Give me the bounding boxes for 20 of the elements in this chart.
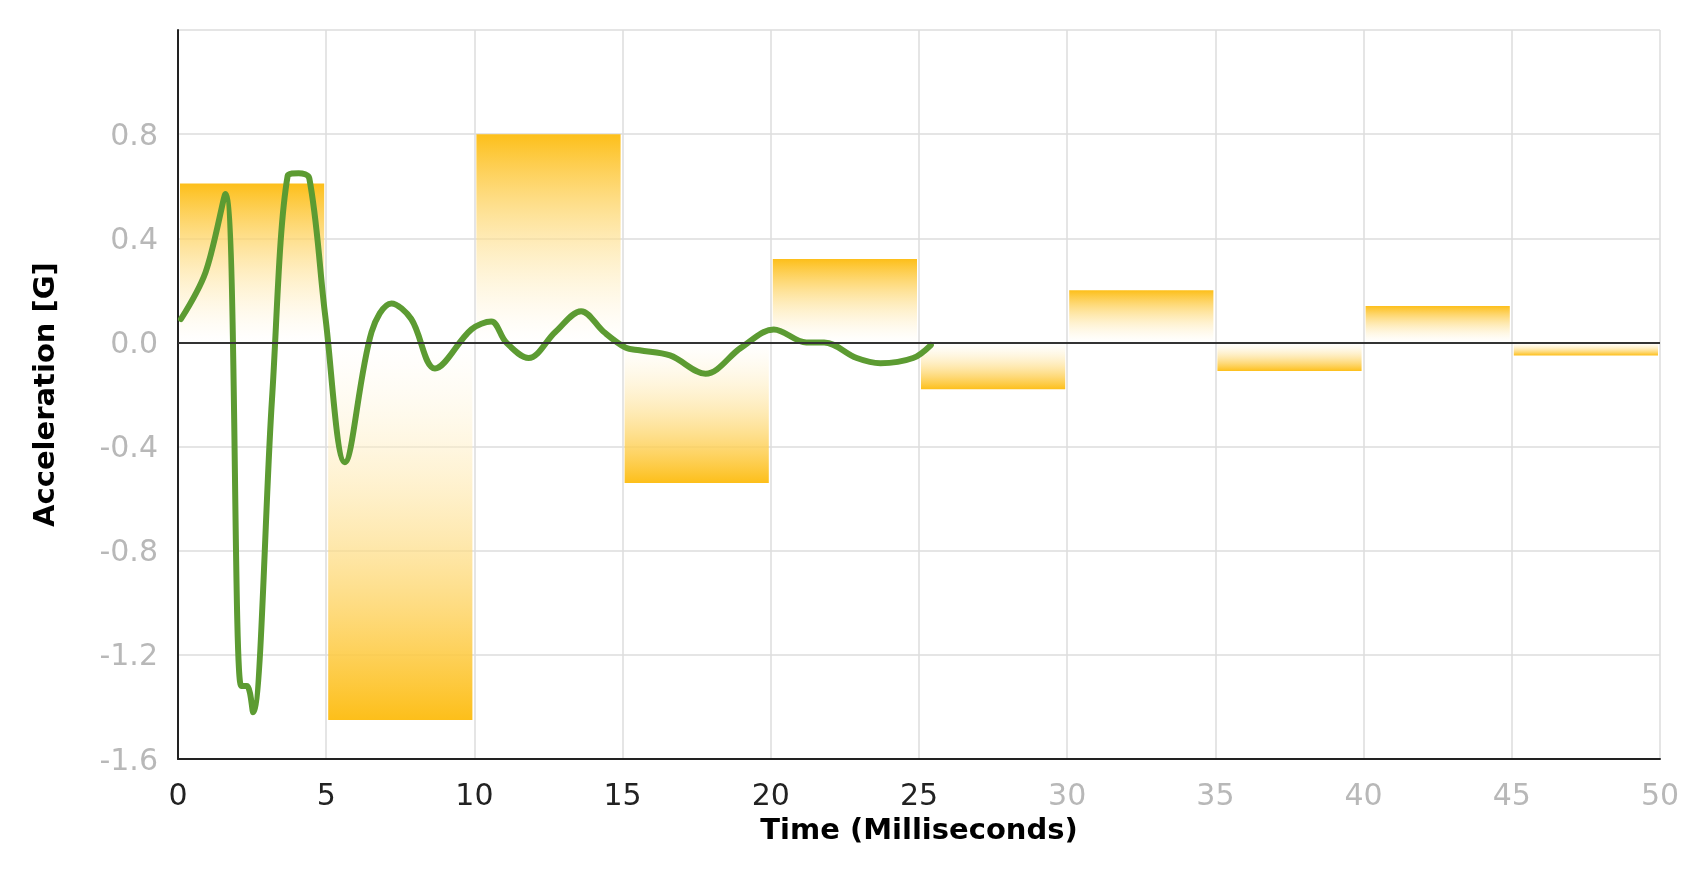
y-tick-label: -0.4 bbox=[99, 429, 158, 465]
x-tick-label: 50 bbox=[1640, 776, 1680, 812]
y-tick-label: 0.8 bbox=[110, 116, 158, 152]
x-tick-label: 5 bbox=[316, 776, 336, 812]
y-tick-label: -1.6 bbox=[99, 741, 158, 777]
x-tick-label: 10 bbox=[455, 776, 494, 812]
x-tick-label: 40 bbox=[1344, 776, 1383, 812]
x-axis-title: Time (Milliseconds) bbox=[760, 811, 1078, 846]
y-tick-label: -1.2 bbox=[99, 637, 158, 673]
x-tick-label: 45 bbox=[1492, 776, 1531, 812]
x-tick-label: 15 bbox=[603, 776, 642, 812]
y-tick-label: 0.0 bbox=[110, 324, 158, 360]
x-tick-label: 30 bbox=[1048, 776, 1087, 812]
x-tick-label: 35 bbox=[1196, 776, 1235, 812]
x-tick-label: 25 bbox=[899, 776, 939, 812]
y-axis-title: Acceleration [G] bbox=[26, 262, 61, 527]
x-tick-label: 20 bbox=[751, 776, 790, 812]
y-tick-label: -0.8 bbox=[99, 533, 158, 569]
y-tick-label: 0.4 bbox=[110, 220, 158, 256]
x-tick-label: 0 bbox=[168, 776, 188, 812]
